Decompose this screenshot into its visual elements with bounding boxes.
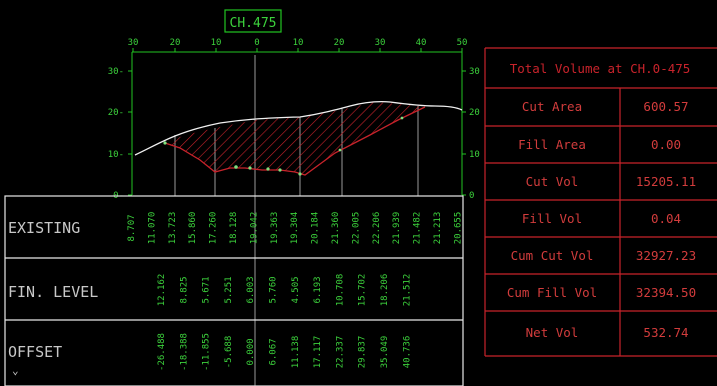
fin-level-value: 5.251 — [224, 276, 234, 303]
existing-value: 15.860 — [188, 212, 198, 245]
existing-value: 17.260 — [209, 212, 219, 245]
existing-value: 8.707 — [127, 214, 137, 241]
y-tick-label-right: 30 — [469, 67, 480, 77]
volume-row-value: 600.57 — [643, 99, 688, 114]
x-tick-label: 30 — [128, 38, 139, 48]
fin-level-value: 10.708 — [335, 274, 345, 307]
fin-level-value: 4.505 — [291, 276, 301, 303]
fin-level-value: 5.671 — [202, 276, 212, 303]
volume-row-label: Net Vol — [526, 325, 579, 340]
offset-value: -5.688 — [224, 336, 234, 369]
offset-value: 35.049 — [380, 336, 390, 369]
y-tick-label-right: 10 — [469, 150, 480, 160]
fin-level-value: 5.760 — [269, 276, 279, 303]
existing-value: 22.206 — [372, 212, 382, 245]
x-tick-label: 20 — [170, 38, 181, 48]
fin-level-value: 18.206 — [380, 274, 390, 307]
offset-value: 22.337 — [335, 336, 345, 369]
existing-value: 20.184 — [311, 212, 321, 245]
volume-row-label: Fill Vol — [522, 211, 582, 226]
volume-row-label: Cut Area — [522, 99, 582, 114]
offset-value: -18.388 — [179, 333, 189, 371]
x-tick-label: 30 — [375, 38, 386, 48]
existing-value: 21.360 — [331, 212, 341, 245]
existing-value: 21.213 — [433, 212, 443, 245]
volume-row-value: 15205.11 — [636, 174, 696, 189]
volume-table-rows: Cut Area 600.57 Fill Area 0.00 Cut Vol 15205.… — [507, 99, 696, 340]
fin-level-value: 12.162 — [157, 274, 167, 307]
offset-value: 29.837 — [358, 336, 368, 369]
volume-row-label: Cut Vol — [526, 174, 579, 189]
chevron-down-icon: ⌄ — [12, 364, 19, 377]
offset-value: 0.000 — [246, 338, 256, 365]
y-tick-label-left: 10- — [108, 150, 124, 160]
existing-value: 22.005 — [351, 212, 361, 245]
y-tick-label-right: 20 — [469, 108, 480, 118]
offset-values: -26.488 -18.388 -11.855 -5.688 0.000 6.067 11.… — [157, 333, 412, 371]
existing-value: 11.070 — [147, 212, 157, 245]
survey-points — [163, 116, 404, 176]
offset-value: 17.117 — [313, 336, 323, 369]
volume-row-label: Cum Fill Vol — [507, 285, 597, 300]
fin-level-value: 15.702 — [358, 274, 368, 307]
volume-row-value: 0.00 — [651, 137, 681, 152]
existing-values: 8.707 11.070 13.723 15.860 17.260 18.128 19.04… — [127, 212, 463, 245]
existing-value: 18.128 — [229, 212, 239, 245]
x-tick-label: 0 — [254, 38, 259, 48]
volume-row-label: Cum Cut Vol — [511, 248, 594, 263]
x-tick-label: 50 — [457, 38, 468, 48]
volume-row-value: 32394.50 — [636, 285, 696, 300]
existing-row-label: EXISTING — [8, 219, 80, 237]
fin-level-value: 6.003 — [246, 276, 256, 303]
existing-value: 21.939 — [392, 212, 402, 245]
cut-area-hatch — [165, 102, 425, 175]
x-tick-label: 40 — [416, 38, 427, 48]
offset-value: -26.488 — [157, 333, 167, 371]
chainage-box — [224, 9, 282, 33]
existing-ground-line — [134, 100, 463, 156]
x-tick-label: 10 — [211, 38, 222, 48]
x-tick-label: 10 — [293, 38, 304, 48]
existing-value: 19.042 — [249, 212, 259, 245]
fin-level-value: 8.825 — [179, 276, 189, 303]
fin-level-values: 12.162 8.825 5.671 5.251 6.003 5.760 4.505 6.19… — [157, 274, 412, 307]
y-tick-label-left: 20- — [108, 108, 124, 118]
fin-level-row-label: FIN. LEVEL — [8, 283, 98, 301]
existing-value: 20.655 — [453, 212, 463, 245]
volume-table-frame — [484, 47, 717, 357]
x-tick-label: 20 — [334, 38, 345, 48]
finished-level-line — [164, 106, 426, 176]
x-axis-ticks: 30 20 10 0 10 20 30 40 50 — [128, 38, 468, 52]
y-tick-label-left: 30- — [108, 67, 124, 77]
existing-value: 19.363 — [270, 212, 280, 245]
chainage-label: CH.475 — [230, 16, 277, 31]
offset-value: -11.855 — [202, 333, 212, 371]
fin-level-value: 6.193 — [313, 276, 323, 303]
existing-value: 19.304 — [290, 212, 300, 245]
existing-value: 21.482 — [413, 212, 423, 245]
existing-value: 13.723 — [168, 212, 178, 245]
offset-row-label: OFFSET — [8, 343, 62, 361]
volume-row-value: 532.74 — [643, 325, 688, 340]
volume-row-label: Fill Area — [518, 137, 586, 152]
y-tick-label-right: 0 — [469, 191, 474, 201]
volume-row-value: 32927.23 — [636, 248, 696, 263]
offset-value: 11.138 — [291, 336, 301, 369]
band-table-frame — [4, 195, 464, 386]
volume-row-value: 0.04 — [651, 211, 681, 226]
volume-table-title: Total Volume at CH.0-475 — [510, 61, 691, 76]
offset-value: 40.736 — [402, 336, 412, 369]
offset-value: 6.067 — [269, 338, 279, 365]
fin-level-value: 21.512 — [402, 274, 412, 307]
